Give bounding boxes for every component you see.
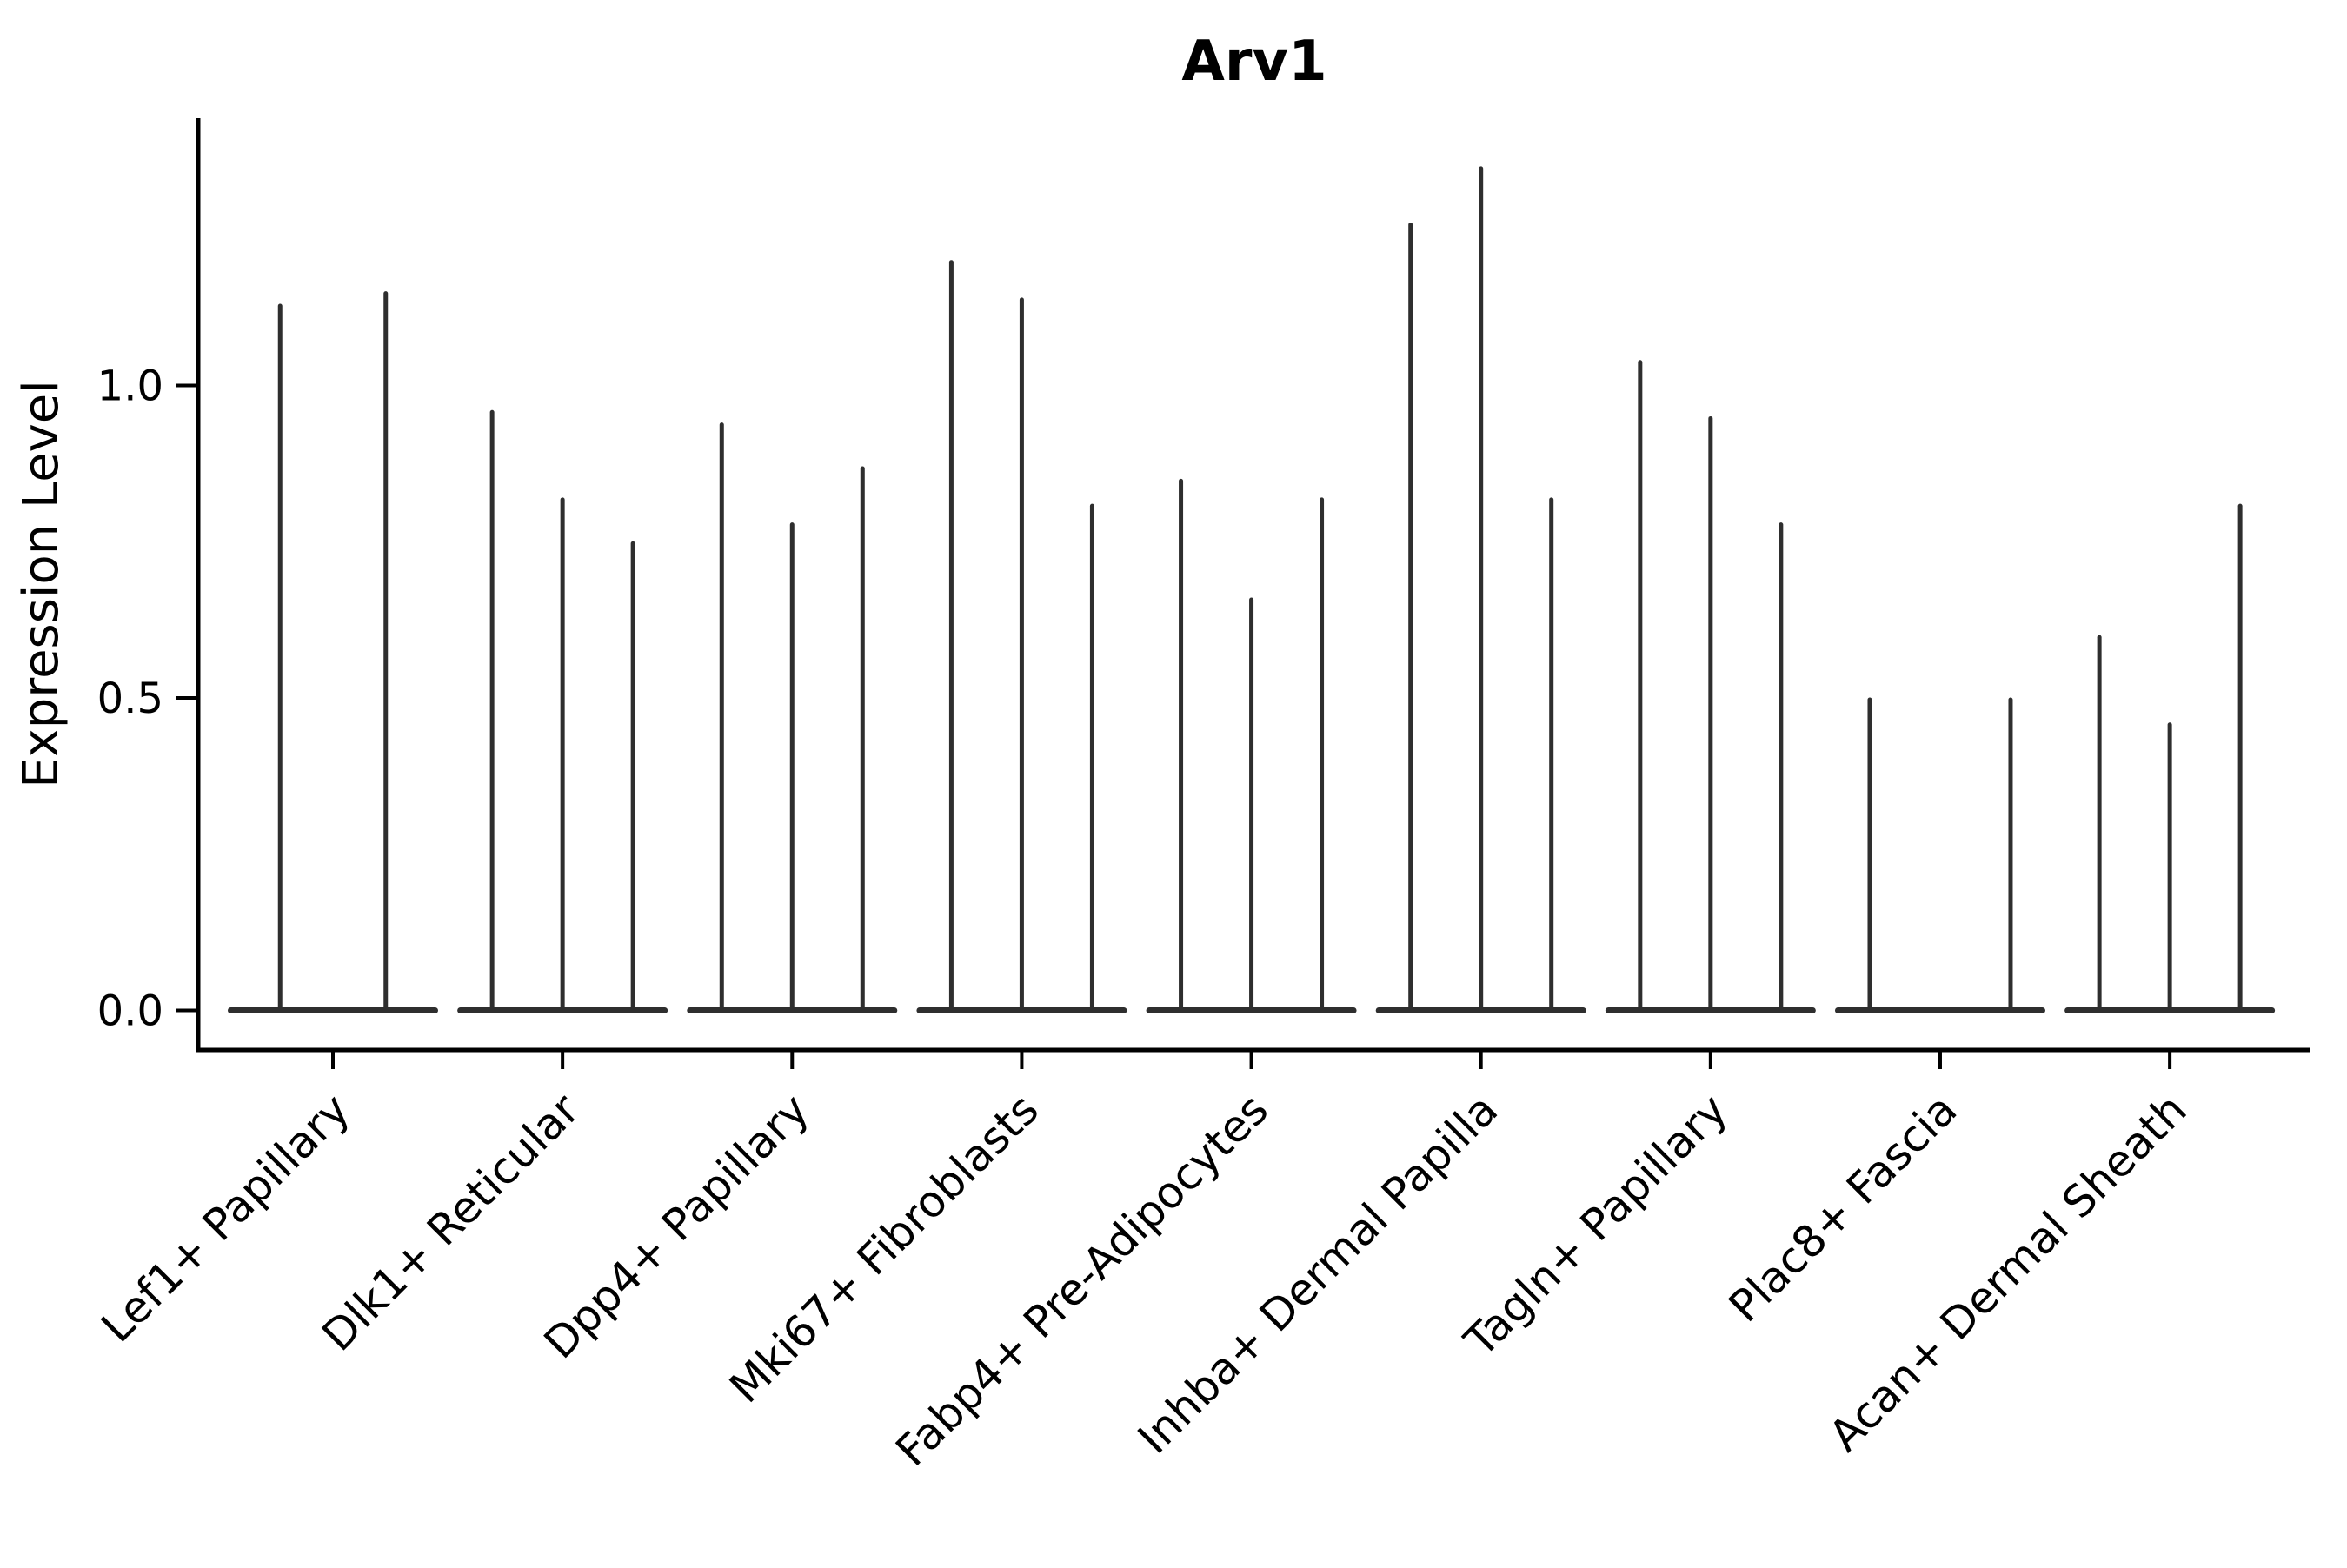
y-axis-label: Expression Level <box>13 380 70 788</box>
y-tick-label: 0.0 <box>97 987 163 1036</box>
y-tick-label: 0.5 <box>97 674 163 723</box>
violin-base <box>1834 1007 2045 1013</box>
violin-base <box>228 1007 438 1013</box>
y-tick-label: 1.0 <box>97 362 163 411</box>
x-tick-label: Fabp4+ Pre-Adipocytes <box>887 1084 1279 1476</box>
x-tick-label: Plac8+ Fascia <box>1719 1084 1967 1332</box>
chart-title: Arv1 <box>1181 30 1326 94</box>
x-tick-label: Lef1+ Papillary <box>91 1084 359 1352</box>
